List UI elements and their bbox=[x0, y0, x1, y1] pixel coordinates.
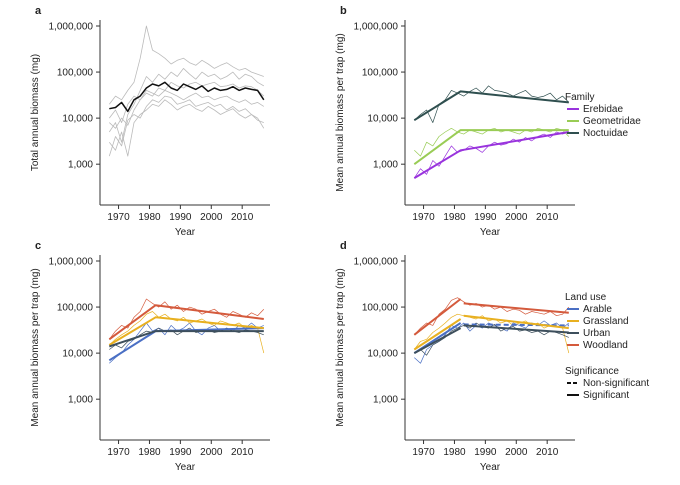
legend-label: Non-significant bbox=[583, 378, 649, 389]
fit-line bbox=[413, 131, 569, 179]
y-tick-label: 100,000 bbox=[362, 68, 399, 79]
data-line bbox=[109, 298, 265, 340]
data-line bbox=[414, 322, 569, 356]
panel-label: d bbox=[340, 240, 347, 252]
x-tick-label: 2000 bbox=[505, 447, 528, 458]
x-tick-label: 1980 bbox=[138, 447, 161, 458]
y-tick-label: 1,000 bbox=[373, 160, 398, 171]
legend-label: Arable bbox=[583, 304, 612, 315]
fit-line bbox=[413, 129, 569, 166]
y-tick-label: 10,000 bbox=[62, 349, 93, 360]
y-axis-label: Mean annual biomass per trap (mg) bbox=[335, 33, 346, 191]
data-line bbox=[108, 95, 265, 157]
fit-line bbox=[108, 330, 264, 348]
panel: a 1,000 10,000 100,000 1,000,000 1970 1980 1990… bbox=[30, 5, 270, 238]
data-line bbox=[414, 131, 569, 179]
y-tick-label: 10,000 bbox=[367, 349, 398, 360]
panel-label: b bbox=[340, 5, 347, 17]
y-tick-label: 1,000,000 bbox=[354, 257, 399, 268]
data-line bbox=[414, 85, 570, 123]
data-line bbox=[108, 90, 265, 123]
legend-title: Land use bbox=[565, 292, 607, 303]
y-tick-label: 100,000 bbox=[362, 303, 399, 314]
fit-line bbox=[463, 314, 569, 330]
y-tick-label: 10,000 bbox=[367, 114, 398, 125]
x-tick-label: 1990 bbox=[474, 447, 497, 458]
fit-line bbox=[463, 302, 569, 314]
y-tick-label: 1,000 bbox=[68, 395, 93, 406]
data-line bbox=[108, 68, 265, 143]
data-line bbox=[109, 81, 265, 113]
x-tick-label: 1980 bbox=[138, 212, 161, 223]
x-tick-label: 1980 bbox=[443, 447, 466, 458]
fit-line bbox=[463, 323, 569, 327]
legend-label: Grassland bbox=[583, 316, 629, 327]
y-axis-label: Mean annual biomass per trap (mg) bbox=[335, 268, 346, 426]
y-tick-label: 1,000 bbox=[373, 395, 398, 406]
legend-label: Urban bbox=[583, 328, 610, 339]
data-line bbox=[414, 297, 570, 336]
legend-label: Noctuidae bbox=[583, 128, 628, 139]
panel-label: c bbox=[35, 240, 41, 252]
x-axis-label: Year bbox=[175, 227, 196, 238]
legend-label: Erebidae bbox=[583, 104, 623, 115]
x-axis-label: Year bbox=[480, 227, 501, 238]
y-tick-label: 1,000,000 bbox=[354, 22, 399, 33]
fit-line bbox=[413, 318, 462, 351]
y-tick-label: 1,000,000 bbox=[49, 257, 94, 268]
fit-line bbox=[108, 327, 264, 362]
panel: d 1,000 10,000 100,000 1,000,000 1970 1980 1990… bbox=[335, 240, 649, 473]
fit-line bbox=[463, 324, 569, 334]
x-tick-label: 1990 bbox=[474, 212, 497, 223]
x-tick-label: 1980 bbox=[443, 212, 466, 223]
x-tick-label: 1990 bbox=[169, 447, 192, 458]
y-tick-label: 10,000 bbox=[62, 114, 93, 125]
y-tick-label: 100,000 bbox=[57, 303, 94, 314]
x-tick-label: 1970 bbox=[412, 212, 435, 223]
x-tick-label: 2010 bbox=[536, 447, 559, 458]
legend-label: Significant bbox=[583, 390, 629, 401]
panel-label: a bbox=[35, 5, 42, 17]
x-axis-label: Year bbox=[175, 462, 196, 473]
x-tick-label: 2000 bbox=[200, 212, 223, 223]
data-line bbox=[108, 25, 264, 105]
x-tick-label: 1970 bbox=[107, 212, 130, 223]
legend-title: Family bbox=[565, 92, 594, 103]
y-tick-label: 1,000,000 bbox=[49, 22, 94, 33]
x-tick-label: 2010 bbox=[536, 212, 559, 223]
panel: c 1,000 10,000 100,000 1,000,000 1970 1980 1990… bbox=[30, 240, 270, 473]
y-tick-label: 1,000 bbox=[68, 160, 93, 171]
x-tick-label: 1990 bbox=[169, 212, 192, 223]
x-tick-label: 1970 bbox=[107, 447, 130, 458]
fit-line bbox=[108, 304, 264, 341]
y-axis-label: Total annual biomass (mg) bbox=[30, 54, 41, 171]
legend-title: Significance bbox=[565, 366, 619, 377]
fit-line bbox=[413, 90, 569, 122]
fit-line bbox=[108, 316, 264, 346]
x-axis-label: Year bbox=[480, 462, 501, 473]
legend-label: Woodland bbox=[583, 340, 628, 351]
x-tick-label: 2000 bbox=[505, 212, 528, 223]
y-tick-label: 100,000 bbox=[57, 68, 94, 79]
data-line bbox=[108, 99, 264, 157]
x-tick-label: 1970 bbox=[412, 447, 435, 458]
y-axis-label: Mean annual biomass per trap (mg) bbox=[30, 268, 41, 426]
x-tick-label: 2010 bbox=[231, 212, 254, 223]
x-tick-label: 2000 bbox=[200, 447, 223, 458]
data-line bbox=[414, 127, 570, 157]
legend-label: Geometridae bbox=[583, 116, 641, 127]
fit-line bbox=[413, 298, 462, 336]
fit-line bbox=[413, 327, 462, 354]
panel: b 1,000 10,000 100,000 1,000,000 1970 1980 1990… bbox=[335, 5, 641, 238]
x-tick-label: 2010 bbox=[231, 447, 254, 458]
